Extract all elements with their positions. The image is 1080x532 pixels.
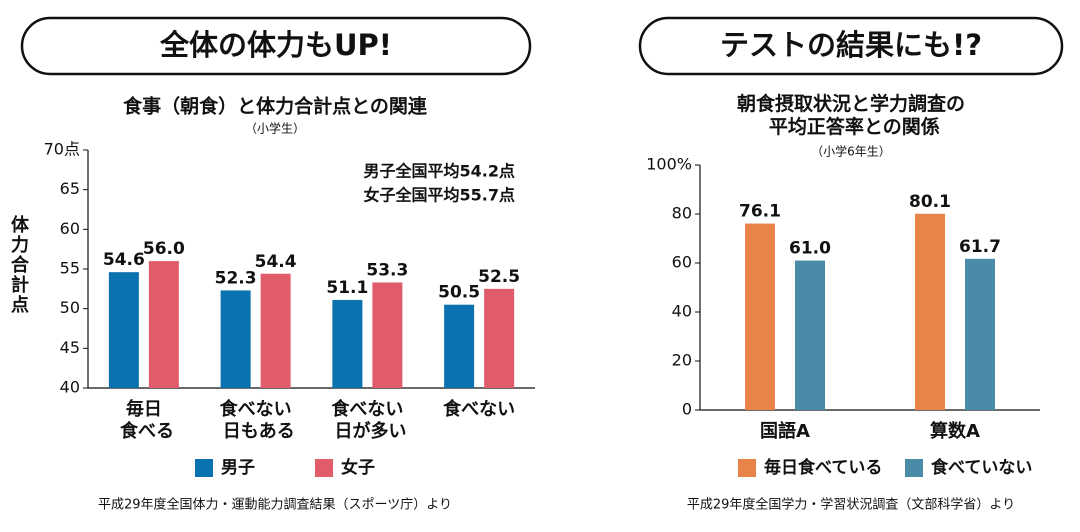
bar [915, 213, 945, 410]
y-tick-label: 40 [672, 302, 692, 321]
value-label: 52.3 [215, 268, 257, 288]
y-tick-label: 50 [60, 298, 80, 317]
banner [638, 16, 1064, 76]
y-tick-label: 80 [672, 204, 692, 223]
value-label: 51.1 [326, 278, 368, 298]
y-tick-label: 0 [682, 400, 692, 419]
chart-title: 朝食摂取状況と学力調査の 平均正答率との関係 [737, 92, 965, 138]
banner-text: テストの結果にも!? [720, 28, 982, 62]
value-label: 52.5 [478, 267, 520, 287]
bar [745, 223, 775, 410]
value-label: 80.1 [909, 192, 951, 212]
legend-swatch [315, 459, 333, 477]
source-note: 平成29年度全国体力・運動能力調査結果（スポーツ庁）より [98, 497, 452, 513]
x-tick-label: 食べない 日もある [216, 398, 294, 442]
bar [965, 258, 995, 410]
value-label: 50.5 [438, 283, 480, 303]
legend-swatch [905, 459, 923, 477]
banner-text: 全体の体力もUP! [159, 28, 392, 62]
chart-subtitle: （小学生） [245, 121, 305, 136]
chart-title: 食事（朝食）と体力合計点との関連 [123, 95, 428, 118]
bar [148, 261, 179, 388]
x-tick-label: 国語A [760, 420, 810, 442]
legend-swatch [195, 459, 213, 477]
y-axis-label: 体力合計点 [8, 214, 29, 315]
value-label: 53.3 [366, 260, 408, 280]
y-tick-label: 70点 [44, 140, 80, 159]
bar [372, 282, 403, 388]
legend-label: 食べていない [931, 457, 1032, 478]
value-label: 54.4 [255, 252, 297, 272]
bar [332, 299, 363, 388]
legend-swatch [738, 459, 756, 477]
bar [260, 273, 291, 388]
value-label: 61.7 [959, 237, 1001, 257]
annotation: 男子全国平均54.2点 [364, 162, 515, 181]
annotation: 女子全国平均55.7点 [364, 186, 515, 205]
value-label: 76.1 [739, 202, 781, 222]
legend-label: 毎日食べている [764, 457, 882, 478]
y-tick-label: 40 [60, 378, 80, 397]
source-note: 平成29年度全国学力・学習状況調査（文部科学省）より [687, 497, 1015, 513]
value-label: 61.0 [789, 239, 831, 259]
bar [220, 290, 251, 388]
y-tick-label: 20 [672, 351, 692, 370]
x-tick-label: 算数A [930, 420, 980, 442]
bar [484, 288, 515, 388]
y-tick-label: 45 [60, 338, 80, 357]
legend-label: 男子 [221, 458, 255, 478]
x-tick-label: 食べない 日が多い [328, 398, 406, 442]
bar [108, 272, 139, 388]
y-tick-label: 100% [646, 155, 692, 174]
x-tick-label: 毎日 食べる [114, 398, 174, 442]
x-tick-label: 食べない [442, 398, 515, 420]
banner [20, 16, 532, 76]
y-tick-label: 60 [672, 253, 692, 272]
legend-label: 女子 [341, 457, 375, 478]
y-tick-label: 65 [60, 179, 80, 198]
bar [795, 260, 825, 410]
value-label: 56.0 [143, 239, 185, 259]
y-tick-label: 55 [60, 259, 80, 278]
value-label: 54.6 [103, 250, 145, 270]
y-tick-label: 60 [60, 219, 80, 238]
bar [444, 304, 475, 388]
chart-subtitle: （小学6年生） [811, 144, 891, 159]
